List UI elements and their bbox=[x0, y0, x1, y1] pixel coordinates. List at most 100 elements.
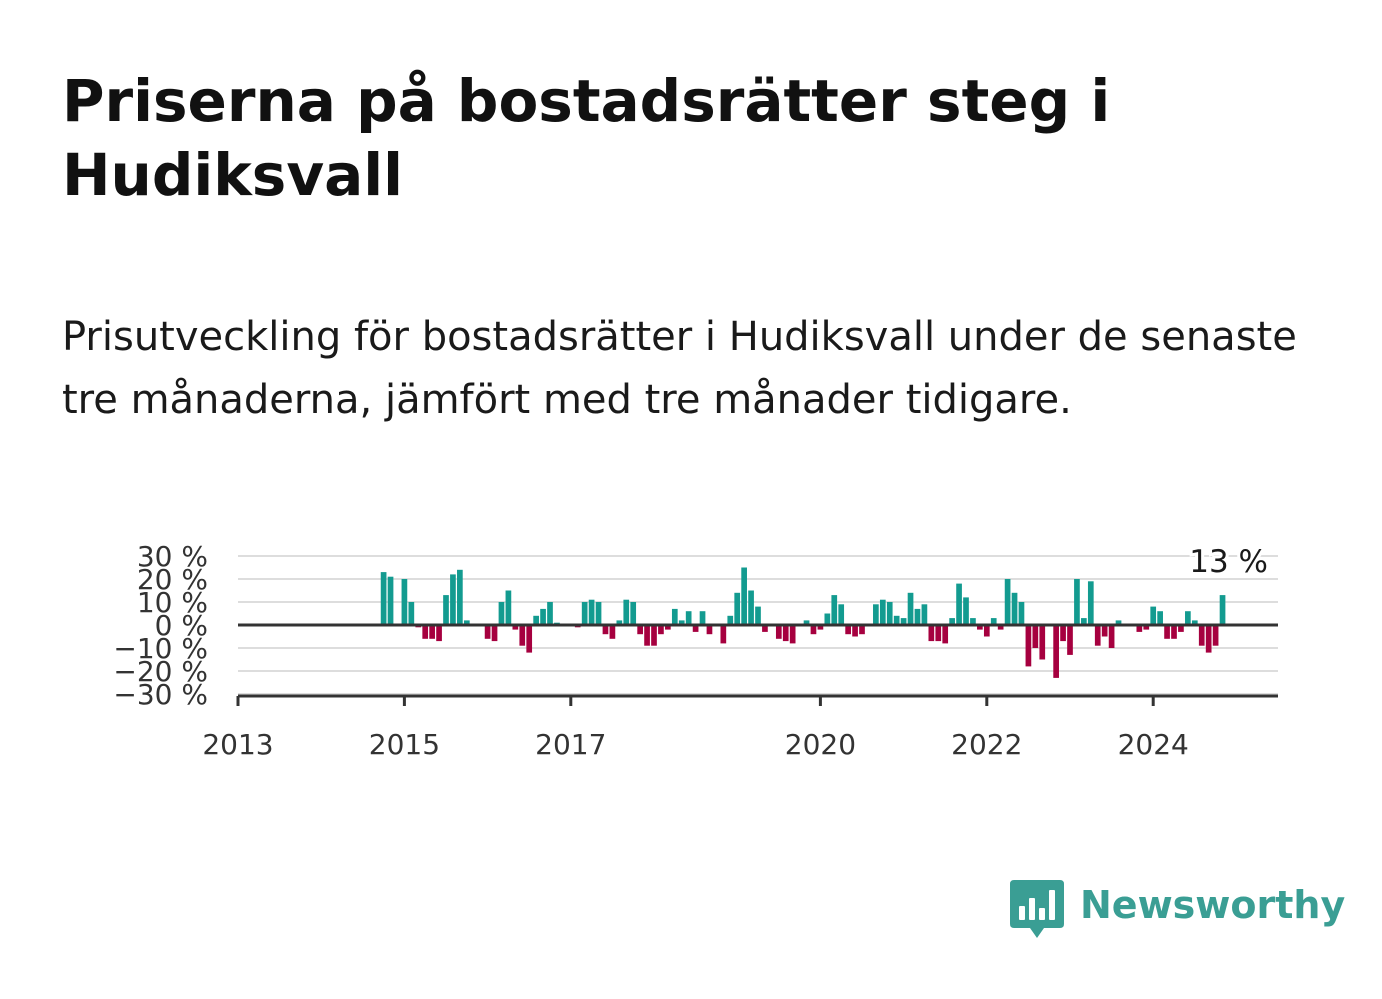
end-value-label: 13 % bbox=[1189, 544, 1268, 580]
bar bbox=[498, 602, 505, 625]
bar bbox=[1053, 625, 1059, 678]
x-tick-label: 2022 bbox=[951, 728, 1022, 761]
bar bbox=[616, 620, 623, 625]
bar bbox=[782, 625, 789, 642]
bar bbox=[380, 572, 387, 625]
bar bbox=[436, 625, 442, 642]
bar bbox=[1074, 579, 1080, 625]
bar bbox=[852, 625, 858, 637]
bar bbox=[1136, 625, 1143, 632]
bar bbox=[983, 625, 990, 637]
bar bbox=[990, 618, 997, 625]
bar bbox=[637, 625, 643, 635]
bar bbox=[463, 620, 470, 625]
bar bbox=[602, 625, 609, 635]
newsworthy-logo-icon bbox=[1010, 880, 1064, 938]
bar bbox=[671, 608, 678, 625]
bar bbox=[408, 602, 415, 625]
bar bbox=[942, 625, 949, 644]
bar bbox=[581, 602, 588, 625]
bar bbox=[401, 579, 408, 625]
bar bbox=[775, 625, 782, 639]
y-tick-label: 10 % bbox=[137, 586, 208, 619]
bar bbox=[838, 604, 845, 625]
bar bbox=[1143, 625, 1150, 630]
x-tick-label: 2024 bbox=[1118, 728, 1189, 761]
bar bbox=[1087, 581, 1094, 625]
bar bbox=[824, 613, 831, 625]
bar bbox=[997, 625, 1004, 630]
bar bbox=[547, 602, 553, 625]
bar bbox=[748, 590, 754, 625]
bar bbox=[727, 615, 734, 625]
bar bbox=[831, 595, 838, 625]
bar bbox=[762, 625, 768, 632]
bar bbox=[692, 625, 699, 632]
y-tick-label: −20 % bbox=[113, 655, 208, 688]
bar bbox=[422, 625, 429, 639]
chart-bars bbox=[380, 567, 1226, 678]
y-tick-label: 0 % bbox=[155, 609, 208, 642]
bar bbox=[956, 583, 962, 625]
bar bbox=[644, 625, 650, 646]
y-tick-label: −10 % bbox=[113, 632, 208, 665]
bar bbox=[1025, 625, 1032, 667]
bar bbox=[1198, 625, 1205, 646]
x-tick-label: 2017 bbox=[535, 728, 606, 761]
brand-logo: Newsworthy bbox=[1010, 878, 1345, 940]
bar bbox=[665, 625, 671, 630]
bar bbox=[623, 599, 630, 625]
bar bbox=[1164, 625, 1170, 639]
bar bbox=[1185, 611, 1191, 625]
bar bbox=[907, 592, 914, 625]
bar bbox=[1150, 606, 1157, 625]
bar bbox=[1108, 625, 1115, 648]
bar bbox=[873, 604, 879, 625]
bar bbox=[741, 567, 747, 625]
bar bbox=[1101, 625, 1108, 637]
bar bbox=[1212, 625, 1219, 646]
bar bbox=[810, 625, 817, 635]
bar bbox=[533, 615, 539, 625]
y-tick-label: −30 % bbox=[113, 678, 208, 711]
bar bbox=[1219, 595, 1226, 625]
bar bbox=[526, 625, 533, 653]
bar bbox=[1178, 625, 1184, 632]
bar bbox=[859, 625, 865, 635]
bar bbox=[699, 611, 706, 625]
bar bbox=[1171, 625, 1177, 639]
bar bbox=[921, 604, 928, 625]
bar bbox=[817, 625, 824, 630]
x-tick-label: 2013 bbox=[202, 728, 273, 761]
bar bbox=[609, 625, 616, 639]
bar bbox=[928, 625, 935, 642]
bar bbox=[457, 569, 463, 625]
bar bbox=[706, 625, 713, 635]
bar bbox=[1004, 579, 1011, 625]
bar bbox=[588, 599, 595, 625]
bar bbox=[484, 625, 491, 639]
bar bbox=[845, 625, 851, 635]
bar-chart: 30 %20 %10 %0 %−10 %−20 %−30 % 2013 2015 20… bbox=[113, 540, 1278, 761]
bar bbox=[1032, 625, 1039, 648]
bar bbox=[886, 602, 893, 625]
bar bbox=[963, 597, 969, 625]
bar bbox=[879, 599, 886, 625]
bar bbox=[540, 608, 546, 625]
bar bbox=[893, 615, 900, 625]
bar bbox=[1191, 620, 1198, 625]
chart-labels: 30 %20 %10 %0 %−10 %−20 %−30 % 2013 2015 20… bbox=[113, 540, 1271, 761]
bar bbox=[1060, 625, 1066, 642]
bar bbox=[1011, 592, 1018, 625]
bar bbox=[491, 625, 498, 642]
bar bbox=[935, 625, 942, 642]
bar bbox=[387, 576, 394, 625]
bar bbox=[450, 574, 456, 625]
y-tick-label: 20 % bbox=[137, 563, 208, 596]
chart-axes bbox=[236, 623, 1278, 706]
bar bbox=[789, 625, 796, 644]
bar bbox=[1018, 602, 1025, 625]
brand-name: Newsworthy bbox=[1080, 883, 1346, 927]
bar bbox=[685, 611, 692, 625]
page-title: Priserna på bostadsrätter steg i Hudiksv… bbox=[62, 67, 1111, 209]
